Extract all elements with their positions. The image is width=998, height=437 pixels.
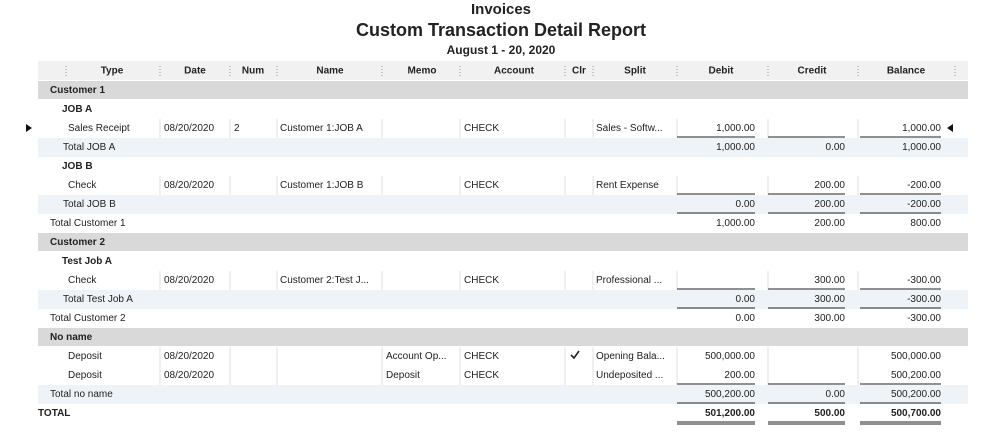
total-band	[38, 385, 968, 404]
column-header: Type	[101, 66, 124, 77]
date-cell: 08/20/2020	[164, 180, 214, 191]
report-body: Type Date Num Name Memo Account Clr Split Debit C…	[38, 66, 968, 425]
memo-cell: Account Op...	[386, 351, 447, 362]
balance-cell: 500,000.00	[891, 351, 941, 362]
name-cell: Customer 1:JOB A	[280, 123, 363, 134]
column-header: Name	[316, 66, 344, 77]
balance-cell: -200.00	[907, 180, 941, 191]
split-cell: Undeposited ...	[596, 370, 663, 381]
balance-cell: 1,000.00	[902, 123, 941, 134]
total-band	[38, 195, 968, 214]
credit-cell: 300.00	[814, 313, 845, 324]
group-label: Customer 1	[50, 85, 105, 96]
cleared-check	[570, 350, 580, 360]
debit-cell: 500,000.00	[705, 351, 755, 362]
column-header: Credit	[798, 66, 828, 77]
total-label: Total no name	[50, 389, 113, 400]
total-label: Total JOB A	[63, 142, 116, 153]
debit-cell: 0.00	[736, 313, 756, 324]
type-cell: Check	[68, 180, 97, 191]
column-header: Date	[184, 66, 206, 77]
credit-cell: 500.00	[814, 408, 845, 419]
memo-cell: Deposit	[386, 370, 420, 381]
balance-cell: 500,200.00	[891, 389, 941, 400]
total-label: TOTAL	[38, 408, 70, 419]
split-cell: Sales - Softw...	[596, 123, 663, 134]
balance-cell: 1,000.00	[902, 142, 941, 153]
credit-cell: 300.00	[814, 294, 845, 305]
type-cell: Sales Receipt	[68, 123, 130, 134]
account-cell: CHECK	[464, 370, 499, 381]
total-label: Total Customer 2	[50, 313, 126, 324]
balance-cell: 500,200.00	[891, 370, 941, 381]
group-label: No name	[50, 332, 93, 343]
date-cell: 08/20/2020	[164, 370, 214, 381]
group-band	[38, 81, 968, 99]
balance-cell: -300.00	[907, 313, 941, 324]
group-label: Customer 2	[50, 237, 105, 248]
debit-cell: 500,200.00	[705, 389, 755, 400]
account-cell: CHECK	[464, 275, 499, 286]
group-band	[38, 233, 968, 251]
debit-cell: 1,000.00	[716, 218, 755, 229]
split-cell: Professional ...	[596, 275, 662, 286]
debit-cell: 0.00	[736, 199, 756, 210]
column-header: Balance	[887, 66, 926, 77]
column-header: Debit	[709, 66, 735, 77]
credit-cell: 200.00	[814, 218, 845, 229]
subgroup-label: JOB B	[62, 161, 93, 172]
balance-cell: -300.00	[907, 294, 941, 305]
row-pointer	[947, 124, 953, 132]
balance-cell: 800.00	[910, 218, 941, 229]
column-header-bar	[38, 61, 968, 80]
date-cell: 08/20/2020	[164, 351, 214, 362]
credit-cell: 200.00	[814, 199, 845, 210]
num-cell: 2	[234, 123, 240, 134]
credit-cell: 0.00	[826, 142, 846, 153]
name-cell: Customer 1:JOB B	[280, 180, 364, 191]
group-band	[38, 328, 968, 346]
split-cell: Rent Expense	[596, 180, 659, 191]
date-cell: 08/20/2020	[164, 275, 214, 286]
report-title: Custom Transaction Detail Report	[356, 20, 646, 40]
column-header: Clr	[572, 66, 586, 77]
column-header: Split	[624, 66, 646, 77]
balance-cell: -200.00	[907, 199, 941, 210]
subgroup-label: JOB A	[62, 104, 92, 115]
debit-cell: 200.00	[724, 370, 755, 381]
type-cell: Deposit	[68, 370, 102, 381]
account-cell: CHECK	[464, 180, 499, 191]
credit-cell: 200.00	[814, 180, 845, 191]
debit-cell: 1,000.00	[716, 123, 755, 134]
account-cell: CHECK	[464, 123, 499, 134]
split-cell: Opening Bala...	[596, 351, 665, 362]
total-label: Total Test Job A	[63, 294, 133, 305]
date-cell: 08/20/2020	[164, 123, 214, 134]
company: Invoices	[471, 1, 531, 18]
column-header: Account	[494, 66, 535, 77]
credit-cell: 0.00	[826, 389, 846, 400]
total-band	[38, 290, 968, 309]
total-label: Total JOB B	[63, 199, 116, 210]
type-cell: Check	[68, 275, 97, 286]
balance-cell: 500,700.00	[891, 408, 941, 419]
credit-cell: 300.00	[814, 275, 845, 286]
total-band	[38, 138, 968, 157]
account-cell: CHECK	[464, 351, 499, 362]
report-period: August 1 - 20, 2020	[447, 43, 556, 57]
balance-cell: -300.00	[907, 275, 941, 286]
debit-cell: 0.00	[736, 294, 756, 305]
row-pointer	[26, 124, 32, 132]
type-cell: Deposit	[68, 351, 102, 362]
column-header: Num	[242, 66, 264, 77]
name-cell: Customer 2:Test J...	[280, 275, 369, 286]
column-header: Memo	[408, 66, 437, 77]
total-label: Total Customer 1	[50, 218, 126, 229]
debit-cell: 1,000.00	[716, 142, 755, 153]
debit-cell: 501,200.00	[705, 408, 755, 419]
subgroup-label: Test Job A	[62, 256, 112, 267]
